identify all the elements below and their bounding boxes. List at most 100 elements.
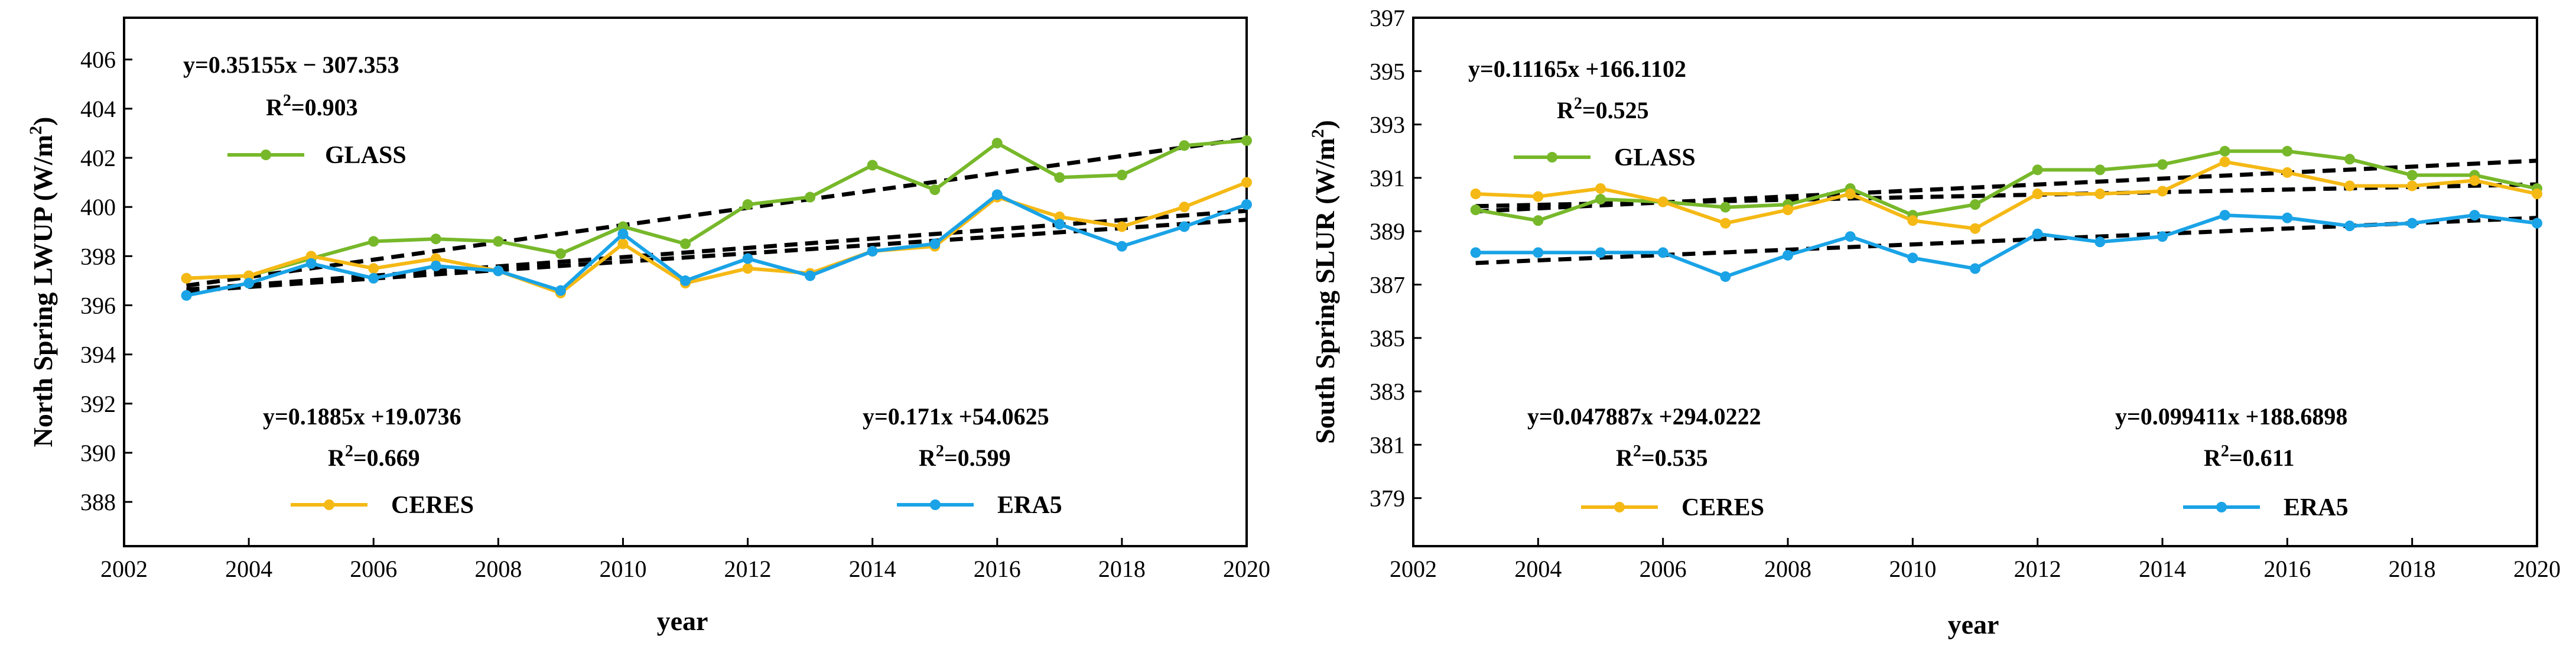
north-x-tick-label: 2014 [849, 556, 896, 582]
south-point-era5 [2344, 220, 2355, 232]
south-point-ceres [2532, 189, 2542, 199]
north-point-glass [1241, 135, 1252, 146]
north-y-tick-label: 392 [80, 391, 116, 417]
south-x-tick-label: 2010 [1889, 556, 1936, 582]
south-point-glass [1595, 194, 1606, 205]
north-point-glass [1179, 140, 1190, 151]
south-legend-era5: ERA5 [2183, 494, 2349, 521]
svg-text:CERES: CERES [391, 492, 474, 519]
north-era5-equation: y=0.171x +54.0625 [863, 403, 1049, 430]
north-point-era5 [991, 189, 1003, 200]
north-point-era5 [1179, 221, 1190, 232]
south-ceres-equation: y=0.047887x +294.0222 [1527, 403, 1761, 430]
south-glass-r2: R2=0.525 [1557, 95, 1649, 124]
south-point-ceres [2282, 167, 2293, 178]
south-point-era5 [1657, 247, 1668, 258]
north-y-axis-title: North Spring LWUP (W/m2) [26, 117, 58, 447]
south-point-ceres [1907, 215, 1918, 226]
south-point-ceres [1470, 189, 1481, 199]
north-series [181, 135, 1252, 301]
north-y-tick-label: 396 [80, 293, 116, 319]
south-point-ceres [2406, 180, 2418, 192]
south-y-tick-label: 391 [1370, 165, 1405, 192]
south-point-ceres [2157, 186, 2168, 197]
north-point-glass [991, 138, 1003, 149]
north-legend-glass: GLASS [227, 142, 406, 169]
north-point-era5 [1054, 219, 1065, 230]
north-point-era5 [929, 238, 941, 249]
north-point-glass [680, 238, 691, 249]
south-era5-r2: R2=0.611 [2204, 442, 2294, 471]
north-y-ticks: 388 390 392 394 396 398 400 402 404 406 [80, 47, 132, 515]
south-legend-glass: GLASS [1514, 144, 1696, 171]
north-point-glass [430, 233, 441, 245]
south-point-ceres [2032, 189, 2043, 199]
south-point-glass [2157, 159, 2168, 170]
svg-text:CERES: CERES [1681, 494, 1764, 521]
south-point-ceres [1533, 191, 1544, 202]
north-point-era5 [305, 258, 317, 269]
south-point-era5 [1470, 247, 1481, 258]
south-x-tick-label: 2016 [2263, 556, 2311, 582]
south-x-tick-label: 2014 [2139, 556, 2186, 582]
north-x-tick-label: 2018 [1098, 556, 1146, 582]
north-point-glass [555, 248, 566, 259]
north-point-glass [805, 192, 816, 203]
south-line-ceres [1475, 160, 2538, 231]
south-glass-equation: y=0.11165x +166.1102 [1468, 56, 1686, 82]
south-point-ceres [2094, 189, 2106, 199]
north-point-glass [368, 236, 379, 247]
south-y-tick-label: 389 [1370, 218, 1405, 245]
south-chart: 2002 2004 2006 2008 2010 2012 2014 2016 2018 2020… [1308, 5, 2561, 640]
north-era5-r2: R2=0.599 [919, 442, 1011, 471]
north-point-ceres [430, 253, 441, 264]
south-point-era5 [2406, 218, 2418, 229]
north-glass-equation: y=0.35155x − 307.353 [183, 51, 399, 78]
north-point-glass [929, 184, 941, 196]
south-y-tick-label: 395 [1370, 58, 1405, 85]
south-x-tick-label: 2006 [1640, 556, 1687, 582]
south-y-tick-label: 397 [1370, 5, 1405, 31]
north-y-tick-label: 398 [80, 243, 116, 270]
south-y-axis-title: South Spring SLUR (W/m2) [1308, 120, 1340, 444]
south-point-ceres [2219, 156, 2230, 167]
south-point-era5 [2282, 212, 2293, 223]
south-point-glass [1470, 205, 1481, 216]
south-x-tick-label: 2020 [2513, 556, 2561, 582]
north-point-glass [867, 160, 878, 171]
south-series [1470, 145, 2542, 282]
north-x-tick-label: 2008 [474, 556, 522, 582]
north-point-era5 [555, 285, 566, 296]
north-point-ceres [617, 238, 629, 249]
north-x-ticks: 2002 2004 2006 2008 2010 2012 2014 2016 2018 2020 [100, 538, 1270, 582]
south-point-era5 [1970, 263, 1980, 274]
north-legend-era5: ERA5 [897, 492, 1062, 519]
south-point-glass [2032, 164, 2043, 176]
north-line-era5 [186, 193, 1248, 297]
south-point-glass [1970, 199, 1980, 210]
north-trend-glass [186, 137, 1247, 288]
north-y-tick-label: 400 [80, 194, 116, 220]
south-line-era5 [1475, 213, 2538, 278]
north-point-ceres [1241, 177, 1252, 188]
svg-text:GLASS: GLASS [1614, 144, 1696, 171]
north-point-era5 [617, 228, 629, 239]
south-y-tick-label: 381 [1370, 431, 1405, 458]
south-point-era5 [2032, 228, 2043, 239]
north-point-ceres [243, 270, 255, 281]
north-point-era5 [867, 246, 878, 257]
north-y-tick-label: 402 [80, 145, 116, 171]
south-y-tick-label: 387 [1370, 272, 1405, 298]
north-x-tick-label: 2004 [225, 556, 272, 582]
north-chart: 2002 2004 2006 2008 2010 2012 2014 2016 2018 2020… [26, 17, 1270, 636]
north-x-axis-title: year [657, 606, 708, 636]
south-x-ticks: 2002 2004 2006 2008 2010 2012 2014 2016 2018 2020 [1390, 538, 2561, 582]
north-point-era5 [430, 260, 441, 271]
north-trend-era5 [186, 218, 1247, 294]
south-y-tick-label: 385 [1370, 325, 1405, 352]
south-x-tick-label: 2002 [1390, 556, 1437, 582]
south-x-tick-label: 2012 [2014, 556, 2061, 582]
north-point-era5 [1116, 241, 1127, 252]
south-x-tick-label: 2008 [1764, 556, 1811, 582]
